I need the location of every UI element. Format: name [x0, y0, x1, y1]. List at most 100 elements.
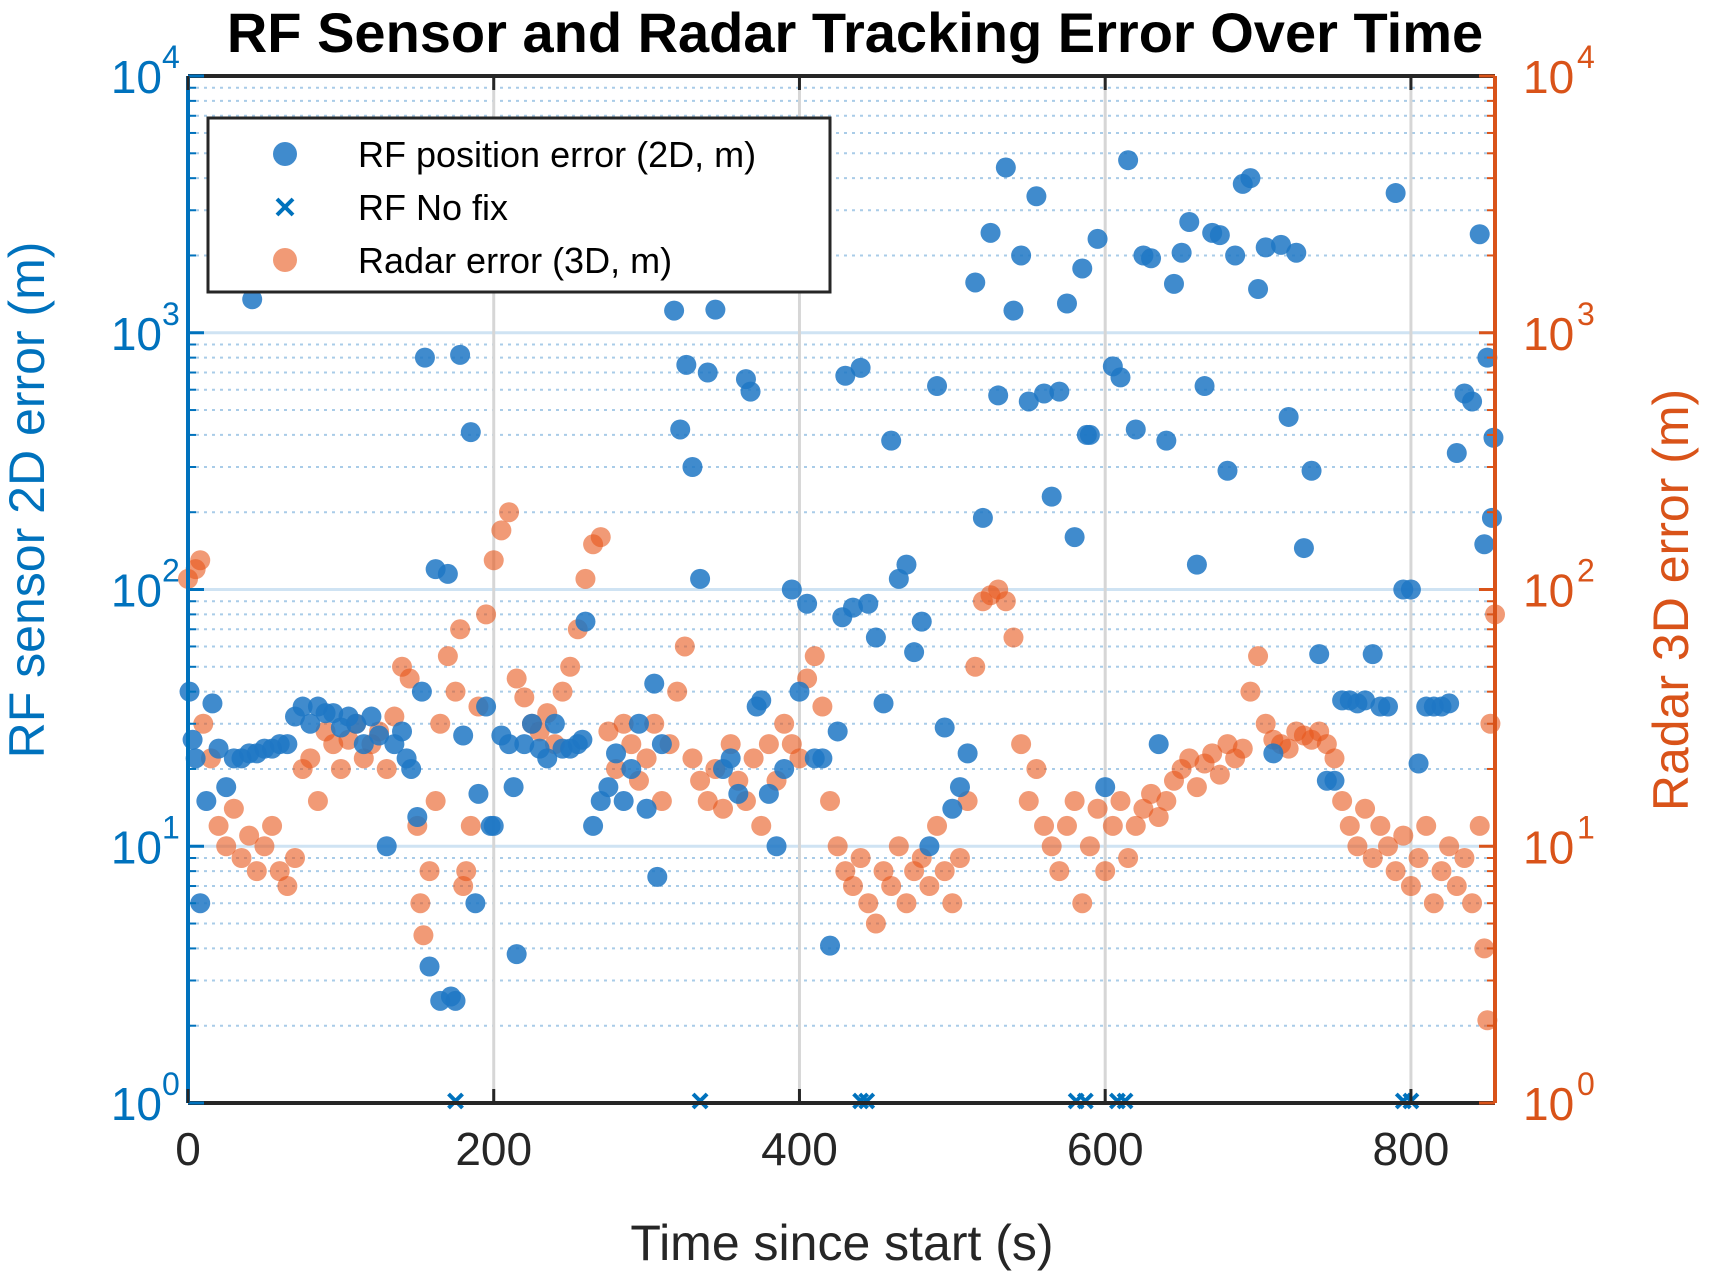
radar-point — [456, 861, 477, 882]
radar-point — [1087, 798, 1108, 819]
rf-point — [972, 507, 993, 528]
rf-point — [506, 944, 527, 965]
rf-point — [1118, 150, 1139, 171]
rf-point — [664, 300, 685, 321]
rf-point — [1362, 644, 1383, 665]
radar-point — [1011, 734, 1032, 755]
rf-point — [1148, 734, 1169, 755]
y-tick-label-right: 10 — [1523, 51, 1574, 103]
rf-point — [1034, 383, 1055, 404]
legend-marker-rf — [273, 142, 297, 166]
rf-point — [1263, 743, 1284, 764]
rf-point — [949, 777, 970, 798]
radar-point — [399, 668, 420, 689]
y-tick-label-left: 10 — [111, 308, 162, 360]
radar-point — [437, 646, 458, 667]
y-tick-exponent-left: 4 — [162, 39, 180, 75]
rf-point — [942, 798, 963, 819]
rf-point — [503, 777, 524, 798]
rf-point — [628, 713, 649, 734]
rf-point — [613, 791, 634, 812]
rf-point — [437, 563, 458, 584]
radar-point — [190, 550, 211, 571]
rf-point — [1217, 460, 1238, 481]
radar-point — [942, 893, 963, 914]
radar-point — [1064, 791, 1085, 812]
radar-point — [651, 791, 672, 812]
rf-point — [1056, 293, 1077, 314]
rf-point — [995, 157, 1016, 178]
y-tick-exponent-right: 3 — [1577, 296, 1595, 332]
rf-point — [598, 777, 619, 798]
radar-point — [1454, 847, 1475, 868]
rf-point — [827, 721, 848, 742]
rf-point — [1018, 391, 1039, 412]
radar-point — [789, 748, 810, 769]
radar-point — [720, 734, 741, 755]
rf-point — [842, 597, 863, 618]
radar-point — [674, 636, 695, 657]
rf-point — [980, 222, 1001, 243]
x-tick-label: 400 — [761, 1123, 838, 1175]
rf-point — [740, 381, 761, 402]
rf-point — [1110, 367, 1131, 388]
radar-point — [1400, 876, 1421, 897]
radar-point — [560, 656, 581, 677]
radar-point — [1439, 836, 1460, 857]
radar-point — [1255, 713, 1276, 734]
radar-point — [1156, 791, 1177, 812]
rf-point — [705, 299, 726, 320]
y-tick-label-left: 10 — [111, 51, 162, 103]
rf-point — [1156, 430, 1177, 451]
radar-point — [277, 876, 298, 897]
radar-point — [499, 502, 520, 523]
radar-point — [1332, 791, 1353, 812]
rf-point — [196, 791, 217, 812]
rf-point — [670, 419, 691, 440]
radar-point — [1049, 861, 1070, 882]
radar-point — [239, 825, 260, 846]
radar-point — [208, 815, 229, 836]
radar-point — [606, 758, 627, 779]
radar-point — [425, 791, 446, 812]
rf-point — [401, 758, 422, 779]
radar-point — [621, 734, 642, 755]
radar-point — [1469, 815, 1490, 836]
radar-point — [1079, 836, 1100, 857]
rf-point — [1469, 224, 1490, 245]
rf-point — [392, 721, 413, 742]
radar-point — [812, 696, 833, 717]
radar-point — [476, 604, 497, 625]
rf-point — [1385, 183, 1406, 204]
radar-point — [1072, 893, 1093, 914]
rf-point — [583, 815, 604, 836]
radar-point — [300, 748, 321, 769]
rf-point — [300, 713, 321, 734]
rf-point — [1041, 486, 1062, 507]
rf-point — [1286, 242, 1307, 263]
rf-point — [1474, 534, 1495, 555]
radar-point — [1209, 764, 1230, 785]
rf-point — [514, 734, 535, 755]
y-tick-exponent-right: 4 — [1577, 39, 1595, 75]
radar-point — [636, 748, 657, 769]
radar-point — [1370, 815, 1391, 836]
radar-point — [690, 770, 711, 791]
rf-point — [1179, 211, 1200, 232]
rf-point — [896, 554, 917, 575]
radar-point — [1416, 815, 1437, 836]
y-tick-label-right: 10 — [1523, 821, 1574, 873]
rf-point — [1278, 406, 1299, 427]
radar-point — [1347, 836, 1368, 857]
rf-point — [835, 365, 856, 386]
radar-point — [450, 619, 471, 640]
rf-point — [647, 866, 668, 887]
radar-point — [1248, 646, 1269, 667]
rf-point — [1049, 381, 1070, 402]
y-tick-label-right: 10 — [1523, 1078, 1574, 1130]
rf-point — [774, 758, 795, 779]
radar-point — [934, 861, 955, 882]
rf-point — [1400, 579, 1421, 600]
rf-point — [277, 734, 298, 755]
chart-title: RF Sensor and Radar Tracking Error Over … — [227, 1, 1483, 64]
